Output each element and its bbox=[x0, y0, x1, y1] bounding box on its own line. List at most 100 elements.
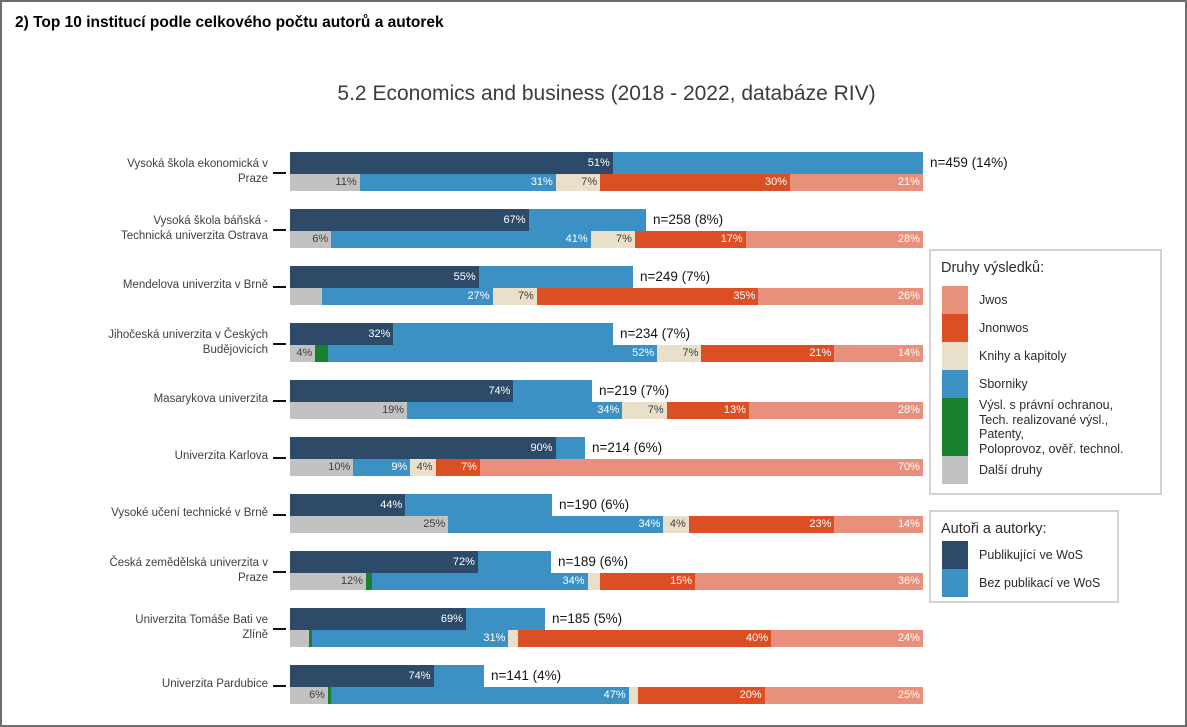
authors-bezwos-segment bbox=[393, 323, 613, 345]
results-bar: 10% 9% 4% 7% 70% bbox=[290, 459, 923, 476]
authors-bezwos-segment bbox=[513, 380, 592, 402]
results-segment-label: 20% bbox=[739, 689, 762, 701]
authors-bezwos-segment bbox=[433, 665, 484, 687]
results-bar: 31% 40% 24% bbox=[290, 630, 923, 647]
authors-bar: 74% bbox=[290, 380, 592, 402]
results-segment-jwos: 70% bbox=[479, 459, 923, 476]
authors-wos-label: 69% bbox=[440, 613, 463, 625]
results-segment-label: 41% bbox=[565, 233, 588, 245]
results-segment-label: 15% bbox=[670, 575, 693, 587]
results-segment-label: 10% bbox=[328, 461, 351, 473]
institution-label-line: Vysoké učení technické v Brně bbox=[111, 507, 268, 519]
institution-label-line: Praze bbox=[237, 172, 268, 185]
results-segment-pravni bbox=[327, 687, 332, 704]
legend-label-line: Sborniky bbox=[979, 376, 1028, 391]
results-segment-label: 34% bbox=[597, 404, 620, 416]
authors-bar: 69% bbox=[290, 608, 545, 630]
axis-tick bbox=[273, 400, 286, 402]
results-segment-dalsi: 10% bbox=[290, 459, 354, 476]
legend-item-label: Výsl. s právní ochranou, Tech. realizovan… bbox=[979, 398, 1124, 456]
legend-label-line: Výsl. s právní ochranou, bbox=[979, 398, 1114, 412]
legend-item-label: Další druhy bbox=[979, 463, 1042, 478]
axis-tick bbox=[273, 229, 286, 231]
results-segment-label: 6% bbox=[312, 233, 329, 245]
axis-tick bbox=[273, 343, 286, 345]
results-segment-jwos: 26% bbox=[758, 288, 923, 305]
results-bar: 6% 47% 20% 25% bbox=[290, 687, 923, 704]
results-segment-label: 17% bbox=[720, 233, 743, 245]
results-segment-label: 13% bbox=[723, 404, 746, 416]
legend-item-label: Knihy a kapitoly bbox=[979, 349, 1067, 364]
n-label: n=190 (6%) bbox=[559, 497, 630, 512]
results-segment-dalsi: 12% bbox=[290, 573, 366, 590]
results-segment-knihy: 7% bbox=[555, 174, 601, 191]
results-segment-knihy: 4% bbox=[410, 459, 436, 476]
institution-label: Univerzita Pardubice bbox=[2, 662, 268, 707]
authors-bar: 51% bbox=[290, 152, 923, 174]
sborniky-swatch-icon bbox=[942, 370, 968, 398]
results-segment-label: 34% bbox=[638, 518, 661, 530]
legend-results-title: Druhy výsledků: bbox=[941, 260, 1045, 276]
results-segment-label: 4% bbox=[416, 461, 433, 473]
institution-label: Vysoké učení technické v Brně bbox=[2, 491, 268, 536]
institution-label: Univerzita Tomáše Bati ve Zlíně bbox=[2, 605, 268, 650]
authors-wos-segment: 32% bbox=[290, 323, 394, 345]
results-segment-sborniky: 31% bbox=[359, 174, 556, 191]
legend-autori-autorky: Autoři a autorky: Publikující ve WoS Bez … bbox=[929, 510, 1119, 603]
results-segment-sborniky: 52% bbox=[327, 345, 658, 362]
results-segment-dalsi bbox=[290, 630, 309, 647]
authors-wos-segment: 74% bbox=[290, 665, 434, 687]
results-segment-jnonwos: 7% bbox=[435, 459, 480, 476]
results-segment-label: 52% bbox=[632, 347, 655, 359]
authors-wos-label: 74% bbox=[408, 670, 431, 682]
results-segment-jnonwos: 20% bbox=[638, 687, 765, 704]
results-segment-sborniky: 31% bbox=[312, 630, 509, 647]
results-segment-label: 7% bbox=[616, 233, 632, 245]
results-segment-label: 21% bbox=[897, 176, 920, 188]
results-segment-jwos: 24% bbox=[771, 630, 923, 647]
results-segment-jwos: 36% bbox=[695, 573, 923, 590]
results-segment-knihy: 7% bbox=[657, 345, 702, 362]
legend-label-line: Další druhy bbox=[979, 462, 1043, 477]
institution-label-line: Zlíně bbox=[242, 628, 268, 641]
institution-label-line: Vysoká škola báňská - bbox=[153, 214, 268, 227]
authors-wos-segment: 74% bbox=[290, 380, 514, 402]
authors-wos-label: 74% bbox=[488, 385, 511, 397]
legend-label-line: Jwos bbox=[979, 292, 1008, 307]
results-segment-dalsi bbox=[290, 288, 322, 305]
authors-wos-segment: 44% bbox=[290, 494, 406, 516]
institution-label-line: Masarykova univerzita bbox=[153, 393, 268, 405]
authors-wos-segment: 67% bbox=[290, 209, 529, 231]
results-segment-label: 47% bbox=[603, 689, 626, 701]
results-segment-label: 9% bbox=[391, 461, 408, 473]
bez_wos-swatch-icon bbox=[942, 569, 968, 597]
results-segment-dalsi: 19% bbox=[290, 402, 408, 419]
results-segment-label: 4% bbox=[296, 347, 313, 359]
institution-label: Česká zemědělská univerzita v Praze bbox=[2, 548, 268, 593]
legend-item-label: Publikující ve WoS bbox=[979, 548, 1083, 563]
authors-bar: 72% bbox=[290, 551, 551, 573]
legend-label-line: Poloprovoz, ověř. technol. bbox=[979, 441, 1124, 456]
results-segment-label: 12% bbox=[340, 575, 363, 587]
results-segment-label: 28% bbox=[897, 233, 920, 245]
results-segment-jnonwos: 23% bbox=[688, 516, 835, 533]
authors-bezwos-segment bbox=[478, 266, 633, 288]
results-segment-dalsi: 6% bbox=[290, 687, 328, 704]
legend-label-line: Patenty, bbox=[979, 427, 1024, 441]
results-segment-label: 70% bbox=[897, 461, 920, 473]
institution-label-line: Jihočeská univerzita v Českých bbox=[108, 328, 268, 341]
results-segment-label: 7% bbox=[581, 176, 598, 188]
results-segment-knihy: 7% bbox=[622, 402, 667, 419]
legend-item-pravni: Výsl. s právní ochranou, Tech. realizovan… bbox=[942, 398, 1124, 456]
authors-bar: 67% bbox=[290, 209, 646, 231]
pravni-swatch-icon bbox=[942, 398, 968, 456]
results-segment-knihy: 7% bbox=[492, 288, 537, 305]
results-segment-label: 7% bbox=[460, 461, 477, 473]
axis-tick bbox=[273, 457, 286, 459]
n-label: n=141 (4%) bbox=[491, 668, 562, 683]
legend-item-wos: Publikující ve WoS bbox=[942, 541, 1100, 569]
legend-authors-items: Publikující ve WoS Bez publikací ve WoS bbox=[942, 541, 1100, 597]
n-label: n=219 (7%) bbox=[599, 383, 670, 398]
institution-label-line: Česká zemědělská univerzita v bbox=[109, 556, 268, 569]
results-segment-label: 31% bbox=[530, 176, 553, 188]
